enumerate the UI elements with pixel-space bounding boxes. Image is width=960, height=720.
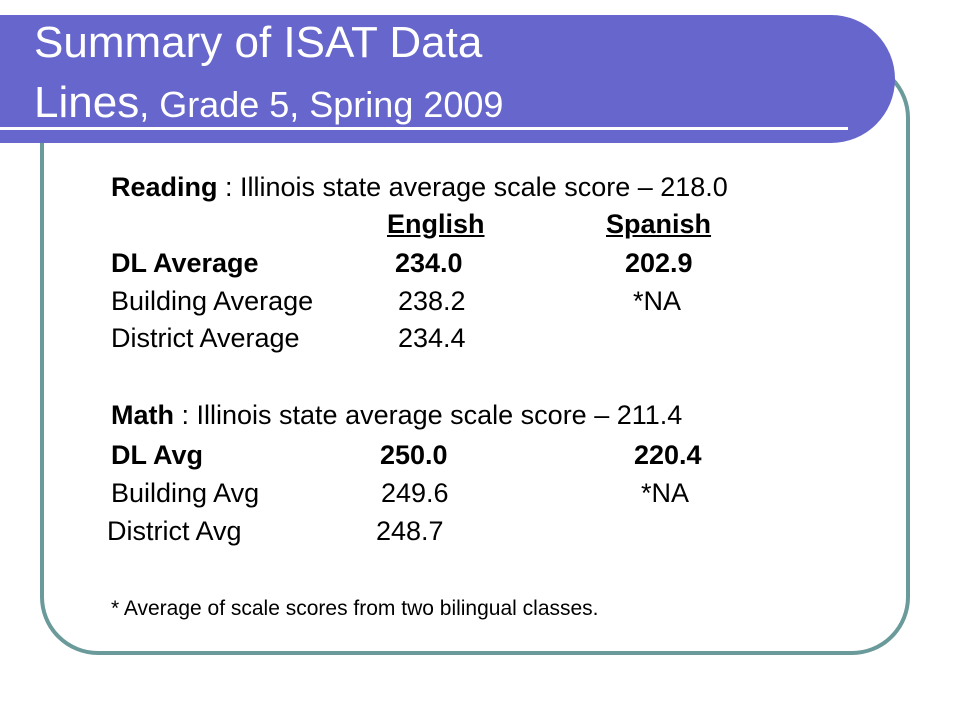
slide-title-line2: Lines, Grade 5, Spring 2009 <box>34 78 503 128</box>
math-dl-spanish: 220.4 <box>634 440 702 470</box>
reading-description: : Illinois state average scale score – 2… <box>217 172 728 202</box>
content-frame <box>40 60 910 655</box>
math-building-label: Building Avg <box>111 478 260 508</box>
math-label: Math <box>111 400 174 430</box>
math-building-spanish: *NA <box>641 478 690 508</box>
reading-heading: Reading : Illinois state average scale s… <box>111 172 728 203</box>
math-heading: Math : Illinois state average scale scor… <box>111 400 682 431</box>
title-banner <box>0 15 895 143</box>
title-underline <box>0 127 848 130</box>
reading-dl-spanish: 202.9 <box>625 248 693 278</box>
reading-label: Reading <box>111 172 218 202</box>
math-district-label: District Avg <box>107 516 242 546</box>
math-description: : Illinois state average scale score – 2… <box>174 400 683 430</box>
math-dl-english: 250.0 <box>380 440 448 470</box>
reading-district-english: 234.4 <box>398 323 466 353</box>
reading-district-label: District Average <box>111 323 300 353</box>
slide-title-line1: Summary of ISAT Data <box>34 18 483 67</box>
math-building-english: 249.6 <box>381 478 449 508</box>
title-grade-season: , Grade 5, Spring 2009 <box>139 84 504 125</box>
header-spanish: Spanish <box>606 209 712 239</box>
reading-building-label: Building Average <box>111 286 314 316</box>
header-english: English <box>387 209 485 239</box>
footnote: * Average of scale scores from two bilin… <box>111 597 599 620</box>
title-lines: Lines <box>34 78 140 127</box>
reading-building-english: 238.2 <box>398 286 466 316</box>
reading-dl-label: DL Average <box>111 248 259 278</box>
math-dl-label: DL Avg <box>111 440 204 470</box>
reading-building-spanish: *NA <box>633 286 682 316</box>
math-district-english: 248.7 <box>376 516 444 546</box>
reading-dl-english: 234.0 <box>395 248 463 278</box>
